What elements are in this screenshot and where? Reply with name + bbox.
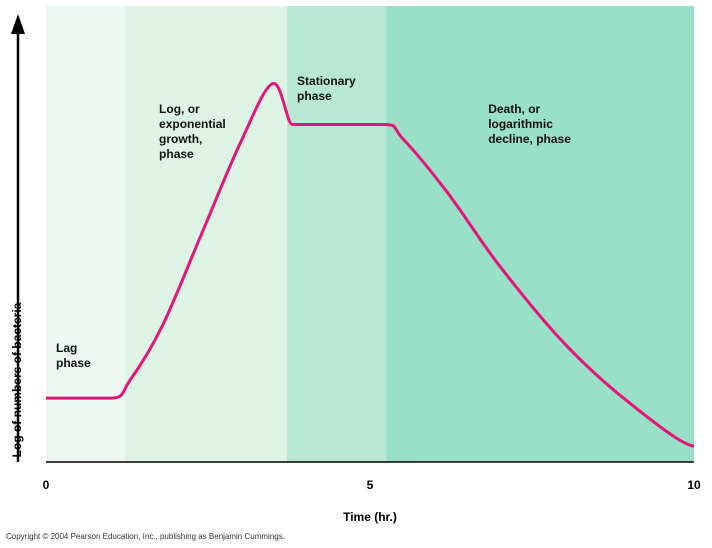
y-axis-arrow-icon [11,14,25,34]
phase-label: Death, or logarithmic decline, phase [488,102,571,146]
phase-label-line: phase [56,356,91,370]
phase-label-line: Stationary [297,74,356,88]
phase-region [287,6,387,462]
phase-region [46,6,126,462]
x-axis-label: Time (hr.) [343,510,397,524]
growth-curve-line [45,82,695,448]
phase-label: Stationary phase [297,74,356,103]
axes [11,14,694,463]
phase-label-line: phase [297,89,332,103]
phase-label-line: growth, [159,132,202,146]
phase-label-line: phase [159,147,194,161]
x-tick-labels: 0 5 10 [43,478,701,492]
phase-label: Lag phase [56,341,91,370]
phase-label: Log, or exponential growth, phase [159,102,226,161]
x-tick-label: 5 [367,478,374,492]
phase-region [386,6,694,462]
x-tick-label: 10 [687,478,701,492]
phase-label-line: Lag [56,341,77,355]
phase-label-line: Log, or [159,102,200,116]
y-axis-label: Log of numbers of bacteria [10,302,24,457]
series-layer [45,82,695,448]
x-tick-label: 0 [43,478,50,492]
phase-label-line: Death, or [488,102,540,116]
phase-label-line: logarithmic [488,117,553,131]
phase-label-line: exponential [159,117,226,131]
phase-label-line: decline, phase [488,132,571,146]
phase-regions [46,6,694,462]
copyright-text: Copyright © 2004 Pearson Education, Inc.… [6,532,285,541]
phase-region [125,6,288,462]
